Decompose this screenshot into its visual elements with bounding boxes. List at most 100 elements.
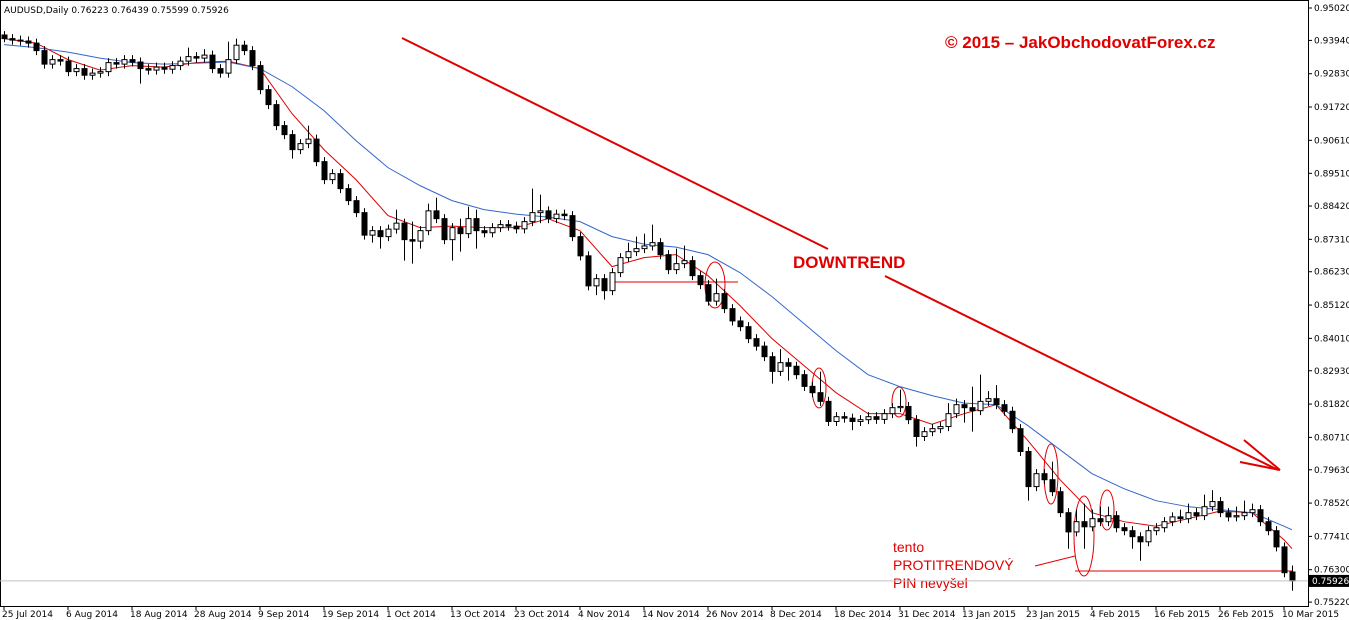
candle-body: [1249, 509, 1256, 514]
y-tick-label: 0.75220: [1314, 598, 1349, 608]
candle-body: [129, 59, 136, 63]
candle-body: [1233, 515, 1240, 518]
candle-body: [417, 230, 424, 242]
x-tick-label: 23 Oct 2014: [514, 610, 570, 620]
x-tick-label: 1 Oct 2014: [386, 610, 436, 620]
y-tick-label: 0.84010: [1314, 334, 1349, 344]
candle-body: [937, 426, 944, 430]
candle-body: [1017, 428, 1024, 452]
x-tick-label: 13 Oct 2014: [450, 610, 506, 620]
candle-body: [177, 60, 184, 67]
candle-body: [817, 392, 824, 402]
arrow-head: [1243, 439, 1281, 471]
candle-body: [401, 222, 408, 241]
candle-body: [513, 225, 520, 230]
candle-body: [945, 413, 952, 428]
candle-body: [761, 345, 768, 358]
candle-body: [1009, 410, 1016, 430]
candle-body: [745, 326, 752, 340]
candle-body: [81, 68, 88, 76]
candle-body: [185, 56, 192, 62]
candle-body: [825, 400, 832, 422]
candle-body: [1065, 512, 1072, 533]
candle-body: [993, 398, 1000, 406]
candle-body: [1257, 509, 1264, 523]
candle-body: [145, 68, 152, 71]
candle-body: [25, 40, 32, 44]
candle-body: [905, 405, 912, 421]
candle-body: [1265, 521, 1272, 532]
x-tick-label: 13 Jan 2015: [962, 610, 1016, 620]
price-tag: [1309, 574, 1349, 587]
candle-body: [257, 65, 264, 91]
x-tick-label: 18 Dec 2014: [834, 610, 892, 620]
candle-body: [1113, 515, 1120, 529]
x-tick-label: 4 Feb 2015: [1090, 610, 1140, 620]
candle-body: [441, 218, 448, 241]
candle-body: [225, 59, 232, 74]
candle-body: [281, 125, 288, 136]
y-tick-label: 0.89510: [1314, 169, 1349, 179]
candle-body: [857, 419, 864, 422]
candle-body: [1177, 516, 1184, 520]
x-tick-label: 25 Jul 2014: [2, 610, 53, 620]
candle-body: [913, 419, 920, 437]
candle-body: [1033, 473, 1040, 488]
trend-line: [401, 37, 829, 250]
candle-body: [345, 188, 352, 202]
candle-body: [961, 404, 968, 409]
annotation: PROTITRENDOVÝ: [893, 557, 1014, 573]
candle-body: [793, 365, 800, 376]
y-tick-label: 0.80710: [1314, 433, 1349, 443]
candle-body: [361, 212, 368, 236]
candle-body: [1121, 527, 1128, 532]
highlight: [1073, 495, 1095, 577]
candle-body: [137, 61, 144, 70]
x-tick-label: 8 Dec 2014: [770, 610, 822, 620]
candle-body: [153, 66, 160, 71]
candle-body: [41, 50, 48, 65]
candle-body: [881, 413, 888, 420]
candle-body: [505, 224, 512, 227]
candle-body: [1001, 404, 1008, 412]
x-tick-label: 16 Feb 2015: [1154, 610, 1210, 620]
candle-body: [1025, 450, 1032, 488]
candle-body: [921, 431, 928, 437]
candle-body: [713, 293, 720, 302]
candle-body: [209, 54, 216, 70]
candle-body: [873, 416, 880, 420]
candle-body: [433, 210, 440, 220]
candle-body: [1097, 518, 1104, 523]
annotation: PIN nevyšel: [893, 575, 968, 591]
y-tick-label: 0.86230: [1314, 268, 1349, 278]
arrow-head: [1239, 461, 1281, 471]
candle-body: [297, 143, 304, 151]
candle-body: [697, 275, 704, 286]
pointer-line: [1034, 555, 1076, 567]
candle-body: [897, 405, 904, 409]
candle-body: [473, 218, 480, 232]
trend-line: [884, 275, 1279, 471]
y-tick-label: 0.95020: [1314, 4, 1349, 14]
y-tick-label: 0.88420: [1314, 202, 1349, 212]
candle-body: [1137, 536, 1144, 543]
y-tick-label: 0.91720: [1314, 103, 1349, 113]
candle-body: [985, 398, 992, 402]
candles: [1, 31, 1296, 591]
candle-body: [929, 428, 936, 433]
candle-body: [1129, 530, 1136, 538]
annotation: DOWNTREND: [793, 253, 905, 272]
candle-body: [193, 56, 200, 59]
candle-body: [1041, 473, 1048, 481]
candle-body: [1081, 521, 1088, 528]
x-tick-label: 10 Mar 2015: [1282, 610, 1339, 620]
candle-body: [705, 284, 712, 302]
candle-body: [529, 212, 536, 223]
candle-body: [313, 138, 320, 163]
candle-body: [585, 255, 592, 287]
candle-body: [1193, 512, 1200, 517]
candle-body: [1201, 506, 1208, 517]
candle-body: [649, 242, 656, 247]
candle-body: [601, 278, 608, 292]
